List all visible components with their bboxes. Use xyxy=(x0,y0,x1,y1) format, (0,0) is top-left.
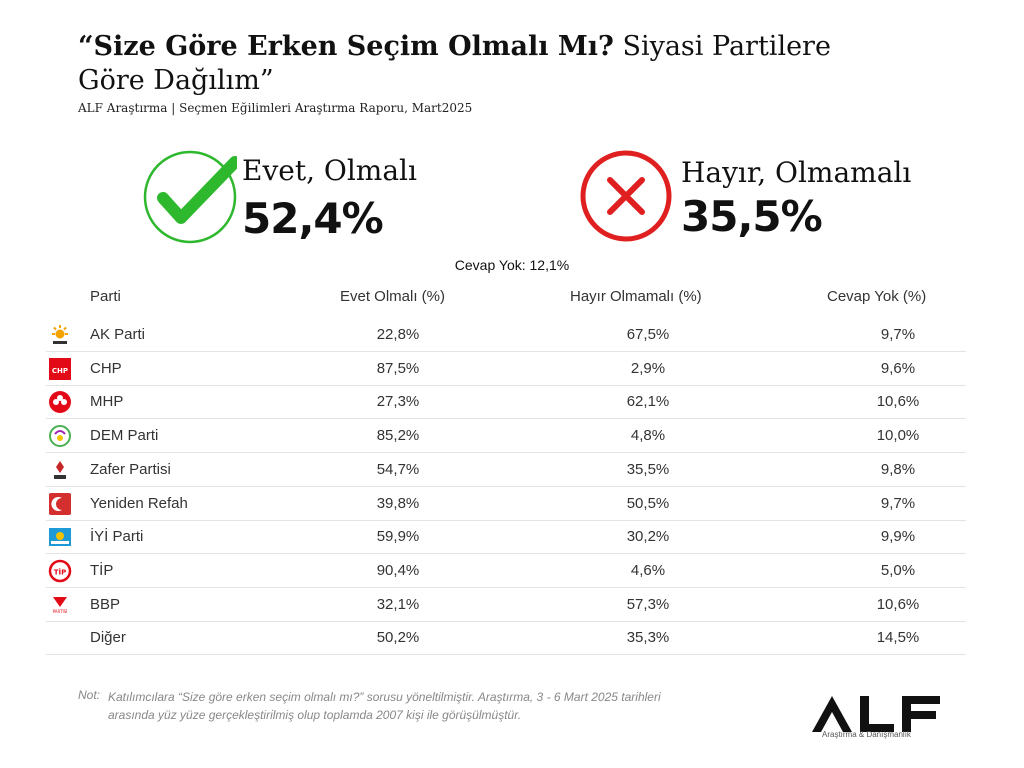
svg-text:PARTİSİ: PARTİSİ xyxy=(53,609,68,614)
yes-percent: 27,3% xyxy=(376,393,420,411)
party-name: BBP xyxy=(90,595,121,613)
header-no: Hayır Olmamalı (%) xyxy=(570,288,702,305)
no-percent: 35,3% xyxy=(626,629,670,647)
no-answer-percent: 9,6% xyxy=(880,359,916,377)
yes-percent: 50,2% xyxy=(376,629,420,647)
no-answer-percent: 10,0% xyxy=(876,427,920,445)
no-percent: 62,1% xyxy=(626,393,670,411)
bbp-logo-icon: PARTİSİ xyxy=(48,593,72,617)
no-label: Hayır, Olmamalı xyxy=(681,156,912,189)
no-percent: 4,6% xyxy=(630,561,666,579)
party-name: Diğer xyxy=(90,629,126,647)
table-row: Yeniden Refah 39,8% 50,5% 9,7% xyxy=(46,487,966,521)
party-name: CHP xyxy=(90,359,122,377)
dem-parti-logo-icon xyxy=(48,424,72,448)
party-name: İYİ Parti xyxy=(90,528,144,546)
party-name: MHP xyxy=(90,393,124,411)
check-icon xyxy=(143,150,237,244)
no-percent: 30,2% xyxy=(626,528,670,546)
table-row: AK Parti 22,8% 67,5% 9,7% xyxy=(46,318,966,352)
header-yes: Evet Olmalı (%) xyxy=(340,288,446,305)
yes-percent: 85,2% xyxy=(376,427,420,445)
note-text: Katılımcılara “Size göre erken seçim olm… xyxy=(108,690,661,722)
tip-logo-icon: TİP xyxy=(48,559,72,583)
no-percent: 35,5% xyxy=(626,460,670,478)
note-label: Not: xyxy=(78,688,101,702)
ak-parti-logo-icon xyxy=(48,323,72,347)
table-row: PARTİSİ BBP 32,1% 57,3% 10,6% xyxy=(46,588,966,622)
table-row: İYİ Parti 59,9% 30,2% 9,9% xyxy=(46,520,966,555)
no-percent: 2,9% xyxy=(630,359,666,377)
no-percent: 67,5% xyxy=(626,326,670,343)
party-name: TİP xyxy=(90,561,114,579)
yes-percent: 54,7% xyxy=(376,460,420,478)
no-answer-percent: 9,9% xyxy=(880,528,916,546)
no-answer-percent: 5,0% xyxy=(880,561,916,579)
svg-text:TİP: TİP xyxy=(54,567,67,576)
title-bold: “Size Göre Erken Seçim Olmalı Mı? xyxy=(78,31,614,62)
page-title: “Size Göre Erken Seçim Olmalı Mı? Siyasi… xyxy=(78,30,838,98)
mhp-logo-icon xyxy=(48,390,72,414)
zafer-partisi-logo-icon xyxy=(48,458,72,482)
no-percent: 4,8% xyxy=(630,427,666,445)
no-percent: 57,3% xyxy=(626,595,670,613)
table-row: DEM Parti 85,2% 4,8% 10,0% xyxy=(46,419,966,454)
party-name: DEM Parti xyxy=(90,427,159,445)
party-name: AK Parti xyxy=(90,326,146,343)
no-answer-percent: 9,7% xyxy=(880,494,916,512)
yes-percent: 22,8% xyxy=(376,326,420,343)
yes-percent: 32,1% xyxy=(376,595,420,613)
yes-percent: 87,5% xyxy=(376,359,420,377)
header-party: Parti xyxy=(90,288,121,305)
table-row: Zafer Partisi 54,7% 35,5% 9,8% xyxy=(46,453,966,487)
no-answer-percent: 10,6% xyxy=(876,595,920,613)
table-header: Parti Evet Olmalı (%) Hayır Olmamalı (%)… xyxy=(46,288,966,310)
no-answer-percent: 9,7% xyxy=(880,326,916,343)
no-value: 35,5% xyxy=(681,192,823,241)
table-row: TİP TİP 90,4% 4,6% 5,0% xyxy=(46,554,966,588)
iyi-parti-logo-icon xyxy=(48,525,72,549)
no-answer-summary: Cevap Yok: 12,1% xyxy=(454,257,570,273)
table-row: Diğer 50,2% 35,3% 14,5% xyxy=(46,621,966,656)
yes-value: 52,4% xyxy=(242,194,384,243)
no-percent: 50,5% xyxy=(626,494,670,512)
no-answer-percent: 10,6% xyxy=(876,393,920,411)
party-name: Zafer Partisi xyxy=(90,460,171,478)
table-row: CHP CHP 87,5% 2,9% 9,6% xyxy=(46,352,966,386)
yes-label: Evet, Olmalı xyxy=(242,154,417,187)
yeniden-refah-logo-icon xyxy=(48,492,72,516)
cross-icon xyxy=(580,150,672,242)
no-answer-percent: 9,8% xyxy=(880,460,916,478)
header-none: Cevap Yok (%) xyxy=(827,288,927,305)
yes-percent: 59,9% xyxy=(376,528,420,546)
title-light: Siyasi Partilere Göre Dağılım” xyxy=(78,31,831,96)
svg-text:CHP: CHP xyxy=(52,367,68,375)
brand-subtitle: Araştırma & Danışmanlık xyxy=(822,730,911,739)
alf-logo xyxy=(812,696,940,732)
party-name: Yeniden Refah xyxy=(90,494,188,512)
yes-percent: 90,4% xyxy=(376,561,420,579)
yes-percent: 39,8% xyxy=(376,494,420,512)
page-subtitle: ALF Araştırma | Seçmen Eğilimleri Araştı… xyxy=(78,101,473,115)
table-row: MHP 27,3% 62,1% 10,6% xyxy=(46,385,966,420)
no-answer-percent: 14,5% xyxy=(876,629,920,647)
chp-logo-icon: CHP xyxy=(48,357,72,381)
